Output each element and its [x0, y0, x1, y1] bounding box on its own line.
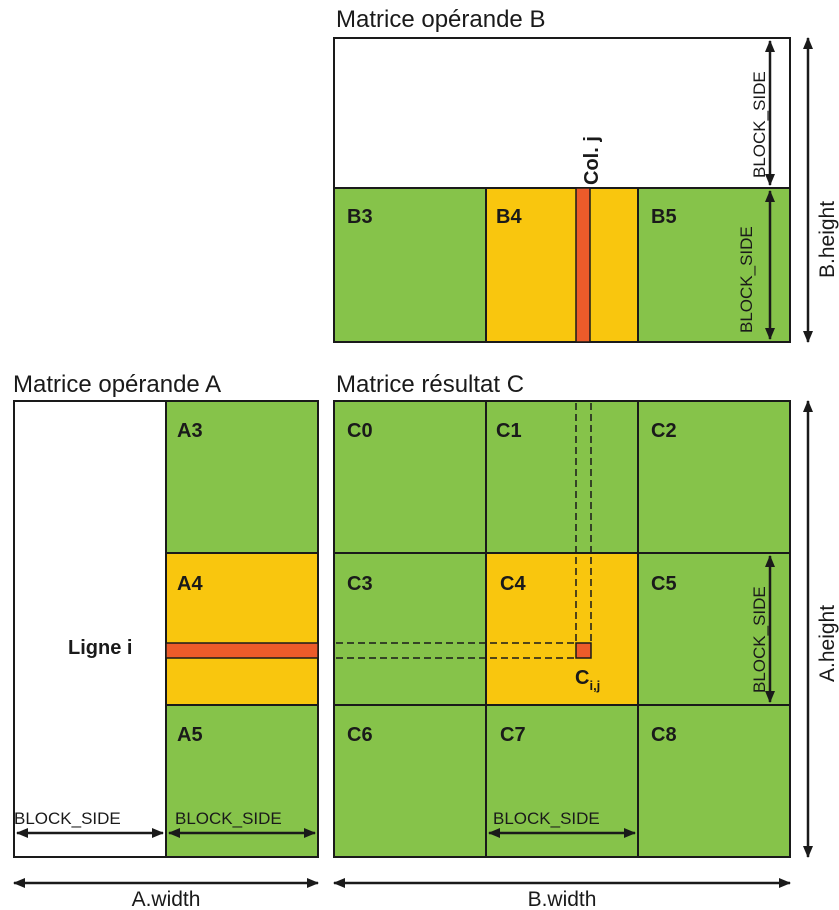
- b-block-side-label-bottom: BLOCK_SIDE: [737, 226, 756, 333]
- b-height-label: B.height: [816, 201, 839, 278]
- block-c1: [485, 400, 639, 554]
- matrix-a-empty-area: [13, 400, 167, 858]
- block-c6-label: C6: [347, 724, 373, 746]
- block-c8-label: C8: [651, 724, 677, 746]
- column-j-highlight: [575, 187, 591, 343]
- matrix-b-title: Matrice opérande B: [336, 6, 545, 33]
- block-c0: [333, 400, 487, 554]
- block-c0-label: C0: [347, 420, 373, 442]
- block-c3: [333, 552, 487, 706]
- a-block-side-label-right: BLOCK_SIDE: [175, 809, 282, 828]
- block-c6: [333, 704, 487, 858]
- block-a5-label: A5: [177, 724, 203, 746]
- block-c7-label: C7: [500, 724, 526, 746]
- block-c5-label: C5: [651, 573, 677, 595]
- a-width-label: A.width: [132, 888, 201, 910]
- block-b5: [637, 187, 791, 343]
- ligne-i-label: Ligne i: [68, 637, 132, 659]
- cij-label: Ci,j: [575, 667, 600, 693]
- block-c4-label: C4: [500, 573, 526, 595]
- b-block-side-label-top: BLOCK_SIDE: [750, 71, 769, 178]
- block-b3: [333, 187, 487, 343]
- cij-label-subscript: i,j: [589, 678, 600, 693]
- a-block-side-label-left: BLOCK_SIDE: [14, 809, 121, 828]
- block-b4-label: B4: [496, 206, 522, 228]
- c-block-side-label-horizontal: BLOCK_SIDE: [493, 809, 600, 828]
- element-cij-cell: [575, 642, 592, 659]
- block-c2-label: C2: [651, 420, 677, 442]
- block-b4: [485, 187, 639, 343]
- block-b5-label: B5: [651, 206, 677, 228]
- block-c4: [485, 552, 639, 706]
- matrix-b-empty-area: [333, 37, 791, 189]
- block-c8: [637, 704, 791, 858]
- cij-label-base: C: [575, 667, 589, 689]
- block-c3-label: C3: [347, 573, 373, 595]
- matrix-c-title: Matrice résultat C: [336, 371, 524, 398]
- a-height-label: A.height: [816, 605, 839, 682]
- block-a3-label: A3: [177, 420, 203, 442]
- block-c5: [637, 552, 791, 706]
- b-width-label: B.width: [528, 888, 597, 910]
- row-i-highlight: [165, 642, 319, 659]
- c-block-side-label-vertical: BLOCK_SIDE: [750, 586, 769, 693]
- block-b3-label: B3: [347, 206, 373, 228]
- matrix-a-title: Matrice opérande A: [13, 371, 221, 398]
- col-j-label: Col. j: [581, 136, 603, 185]
- block-a4-label: A4: [177, 573, 203, 595]
- block-c1-label: C1: [496, 420, 522, 442]
